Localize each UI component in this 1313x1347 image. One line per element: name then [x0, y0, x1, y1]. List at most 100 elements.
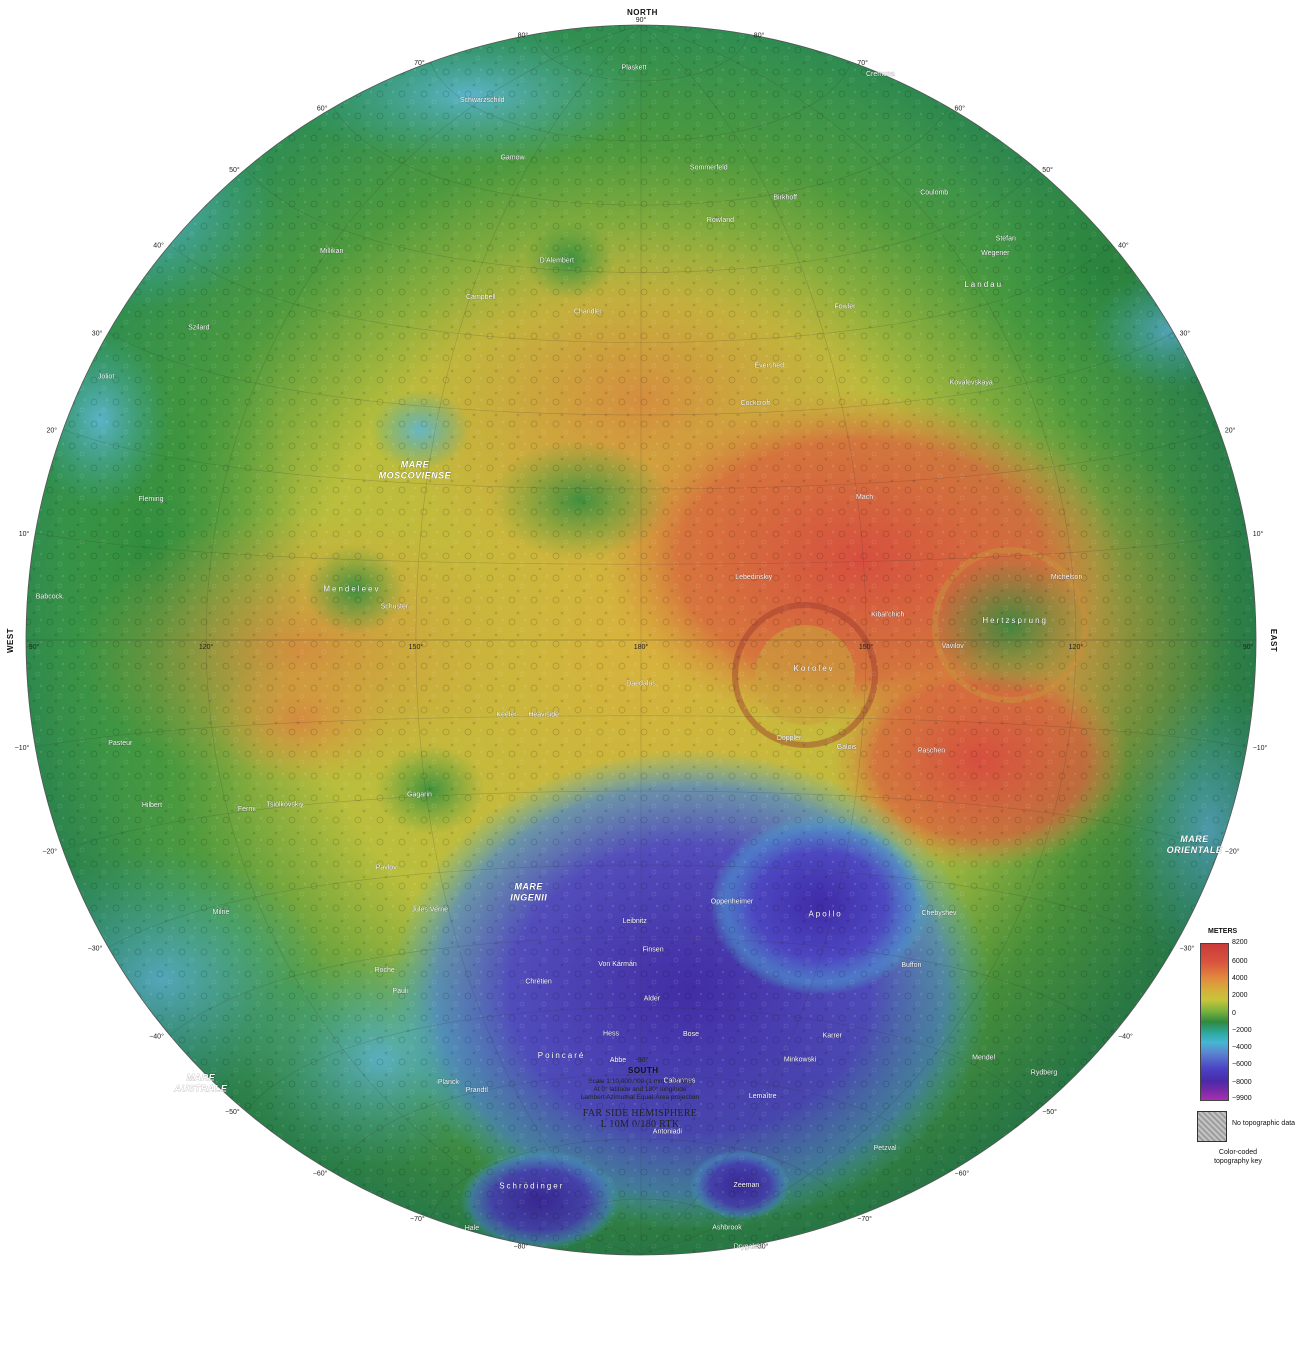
basin-label: Korolev — [794, 664, 835, 673]
feature-label: D'Alembert — [540, 258, 574, 265]
basin-label: Apollo — [808, 910, 842, 919]
feature-label: Abbe — [610, 1057, 626, 1064]
latitude-label-east: 50° — [1042, 166, 1053, 174]
west-label: WEST — [6, 627, 16, 654]
legend-tick-label: 4000 — [1232, 975, 1248, 983]
feature-label: Daedalus — [626, 681, 656, 688]
map-code: L 10M 0/180 RTK — [600, 1119, 680, 1130]
south-label: SOUTH — [628, 1066, 659, 1075]
north-label: NORTH — [627, 8, 658, 17]
latitude-line — [169, 244, 1113, 343]
feature-label: Kibal'chich — [871, 611, 904, 618]
feature-label: Birkhoff — [773, 195, 797, 202]
mare-label: MARE — [1180, 834, 1209, 844]
latitude-label-east: −80° — [754, 1243, 769, 1251]
longitude-label: 90° — [29, 643, 40, 651]
latitude-label-west: 70° — [414, 59, 425, 67]
feature-label: Von Kármán — [598, 961, 637, 968]
longitude-label: 120° — [199, 643, 214, 651]
feature-label: Mach — [856, 494, 873, 501]
latitude-label-west: −60° — [313, 1170, 328, 1178]
feature-label: Plaskett — [622, 64, 647, 71]
feature-label: Roche — [375, 967, 395, 974]
feature-label: Schwarzschild — [460, 97, 505, 104]
feature-label: Pavlov — [376, 864, 398, 871]
mare-labels-group: MAREMOSCOVIENSEMAREINGENIIMAREORIENTALEM… — [173, 459, 1223, 1093]
mare-label: INGENII — [510, 893, 547, 903]
legend-tick-label: −6000 — [1232, 1061, 1252, 1069]
legend-tick-label: −2000 — [1232, 1026, 1252, 1034]
basin-label: Landau — [964, 280, 1003, 289]
feature-label: Rowland — [707, 217, 734, 224]
feature-label: Stefan — [996, 236, 1016, 243]
feature-label: Ashbrook — [712, 1225, 742, 1232]
feature-label: Kovalevskaya — [950, 380, 993, 387]
feature-label: Szilard — [188, 325, 210, 332]
feature-label: Finsen — [643, 947, 664, 954]
feature-label: Chebyshev — [921, 910, 957, 917]
latitude-label-east: −10° — [1253, 744, 1268, 752]
basin-label: Mendeleev — [323, 585, 380, 594]
latitude-line — [333, 1074, 949, 1173]
latitude-label-west: 30° — [92, 330, 103, 338]
feature-labels-group: Tsiolkovskiy Gagarin Leibnitz Von Kármán Opp… — [35, 64, 1082, 1251]
map-info: Scale 1:10,000,000 (1 mm = 10 km) At 0° … — [520, 1078, 760, 1130]
feature-label: Schuster — [381, 603, 409, 610]
feature-label: Chandler — [574, 308, 603, 315]
topography-legend: METERS 8200 6000 4000 2000 0 −2000 −4000 −6000 −… — [1188, 928, 1298, 1102]
latitude-line — [63, 429, 1219, 490]
legend-tick-label: 8200 — [1232, 939, 1248, 946]
latitude-label-east: 60° — [955, 104, 966, 112]
feature-label: Heaviside — [528, 711, 559, 718]
latitude-label-west: −30° — [88, 945, 103, 953]
feature-label: Drygalski — [734, 1243, 763, 1250]
feature-label: Wegener — [981, 250, 1010, 257]
latitude-line — [430, 61, 852, 142]
feature-label: Jules Verne — [412, 907, 449, 914]
feature-label: Keeler — [496, 712, 517, 719]
feature-label: Hale — [465, 1225, 480, 1232]
legend-tick-label: 0 — [1232, 1009, 1236, 1017]
latitude-label-east: 80° — [754, 31, 765, 39]
feature-label: Leibnitz — [623, 918, 648, 925]
latitude-label-west: 80° — [518, 31, 529, 39]
longitude-label: 90° — [1243, 643, 1254, 651]
legend-unit: METERS — [1208, 928, 1238, 935]
feature-label: Fowler — [834, 303, 856, 310]
feature-label: Cabannes — [663, 1077, 695, 1084]
latitude-line — [245, 1007, 1037, 1112]
latitude-label-east: −20° — [1225, 847, 1240, 855]
feature-label: Cockcroft — [741, 400, 771, 407]
basin-label: Schrödinger — [499, 1181, 564, 1190]
longitude-line — [640, 25, 867, 1255]
feature-label: Buffon — [901, 962, 921, 969]
latitude-label-west: −70° — [410, 1215, 425, 1223]
longitude-line — [640, 25, 1077, 1255]
latitude-line — [245, 168, 1037, 273]
feature-label: Planck — [438, 1079, 460, 1086]
latitude-label-west: −50° — [225, 1108, 240, 1116]
feature-label: Fermi — [238, 806, 256, 813]
mare-label: MARE — [187, 1072, 216, 1082]
no-data-swatch — [1197, 1111, 1227, 1142]
feature-label: Hess — [603, 1030, 619, 1037]
legend-caption-line-1: Color-coded — [1218, 1149, 1258, 1156]
latitude-line — [35, 532, 1247, 565]
latitude-line — [108, 332, 1174, 416]
longitude-label: 120° — [1069, 643, 1084, 651]
feature-label: Antoniadi — [653, 1128, 683, 1135]
latitude-line — [63, 790, 1219, 851]
lon-labels-group: 90° 120° 150° 180° 150° 120° 90° — [29, 643, 1254, 651]
feature-label: Prandtl — [466, 1087, 489, 1094]
latitude-line — [533, 1198, 749, 1246]
longitude-line — [415, 25, 642, 1255]
legend-tick-label: 6000 — [1232, 958, 1248, 965]
feature-label: Cremona — [866, 71, 895, 78]
feature-label: Alder — [644, 996, 661, 1003]
mare-label: ORIENTALE — [1167, 845, 1223, 855]
basin-label: Poincaré — [538, 1051, 586, 1060]
latitude-label-east: −60° — [955, 1170, 970, 1178]
feature-label: Paschen — [918, 748, 945, 755]
feature-label: Rydberg — [1031, 1070, 1058, 1077]
